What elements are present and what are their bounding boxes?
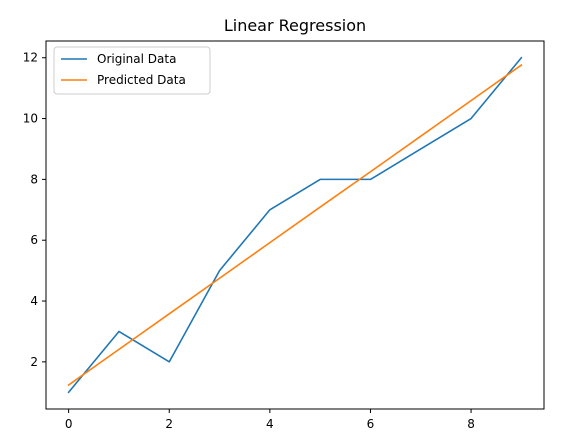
y-tick-label: 10 (23, 112, 38, 126)
y-tick-label: 2 (30, 355, 38, 369)
y-tick-label: 8 (30, 172, 38, 186)
y-tick-label: 4 (30, 294, 38, 308)
chart-title: Linear Regression (224, 16, 366, 35)
axis-ticks: 0 2 4 6 8 2 4 6 8 10 12 (23, 51, 475, 431)
y-tick-label: 12 (23, 51, 38, 65)
series-line-2 (67, 63, 523, 387)
series-line-1 (67, 56, 523, 394)
y-tick-label: 6 (30, 233, 38, 247)
legend: Original Data Predicted Data (53, 46, 211, 95)
x-tick-label: 0 (65, 417, 73, 431)
x-tick-label: 2 (165, 417, 173, 431)
series-layer (67, 56, 523, 394)
legend-box (53, 46, 211, 95)
x-tick-label: 6 (367, 417, 375, 431)
x-tick-label: 8 (467, 417, 475, 431)
legend-label: Predicted Data (97, 73, 186, 87)
x-tick-label: 4 (266, 417, 274, 431)
legend-label: Original Data (97, 52, 176, 66)
